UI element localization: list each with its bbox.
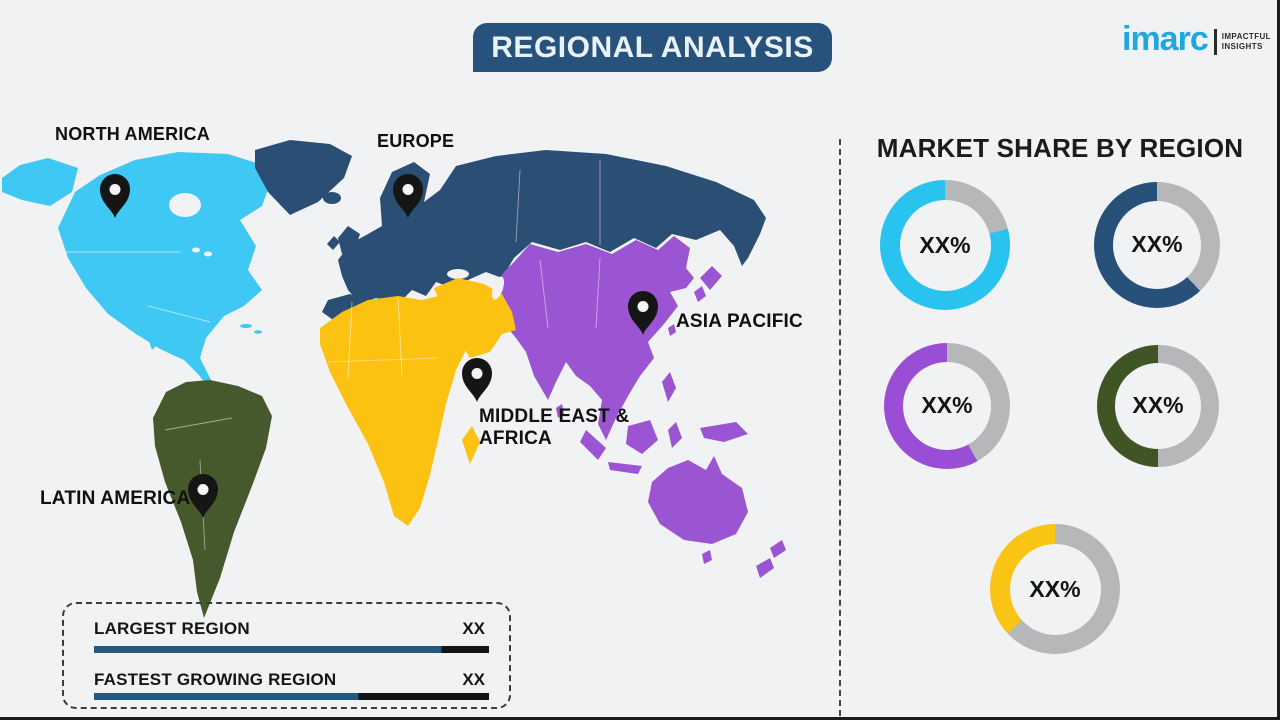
label-asia-pacific: ASIA PACIFIC xyxy=(676,311,803,332)
sulawesi-shape xyxy=(668,422,682,448)
legend-label: LARGEST REGION xyxy=(94,619,250,638)
region-middle-east-africa xyxy=(320,276,516,526)
baja-california xyxy=(145,326,158,350)
map-pin-latin-america xyxy=(188,474,218,518)
map-pin-europe xyxy=(393,174,423,218)
japan-shape xyxy=(694,286,706,302)
borneo-shape xyxy=(626,420,658,454)
new-guinea-shape xyxy=(700,422,748,442)
label-north-america: NORTH AMERICA xyxy=(55,124,210,144)
legend-row-fastest: FASTEST GROWING REGION XX xyxy=(94,670,485,690)
caribbean-island xyxy=(240,324,252,328)
image-bottom-border xyxy=(0,717,1280,720)
donut-value: XX% xyxy=(919,231,971,258)
map-pin-middle-east-africa xyxy=(462,358,492,402)
border-line xyxy=(347,301,353,379)
legend-box: LARGEST REGION XX FASTEST GROWING REGION… xyxy=(62,602,511,709)
iceland-shape xyxy=(323,192,341,204)
border-line xyxy=(147,305,211,323)
donut-europe: XX% xyxy=(1094,182,1220,308)
label-middle-east-africa: MIDDLE EAST & AFRICA xyxy=(479,406,630,449)
title-banner: REGIONAL ANALYSIS xyxy=(473,23,832,72)
donut-value: XX% xyxy=(1132,392,1184,419)
world-map xyxy=(2,140,786,618)
donut-north-america: XX% xyxy=(880,180,1010,310)
sumatra-shape xyxy=(580,430,606,460)
donut-middle-east-africa: XX% xyxy=(990,524,1120,654)
japan-shape xyxy=(700,266,722,290)
region-north-america-shape xyxy=(2,158,78,206)
donut-latin-america: XX% xyxy=(1097,345,1219,467)
tasmania-shape xyxy=(702,550,712,564)
border-line xyxy=(397,297,403,377)
legend-bar-largest xyxy=(94,646,489,653)
region-europe-russia-shape xyxy=(338,150,766,318)
region-asia-shape xyxy=(494,236,694,440)
donut-value: XX% xyxy=(1029,575,1081,602)
sri-lanka-shape xyxy=(556,404,564,418)
donut-hole: XX% xyxy=(1009,543,1101,635)
great-lake xyxy=(204,251,212,257)
region-africa-shape xyxy=(320,296,482,526)
region-north-america-shape xyxy=(58,152,270,419)
image-right-border xyxy=(1277,0,1280,720)
caspian-sea xyxy=(491,276,505,300)
caribbean-island xyxy=(254,330,262,334)
greenland-shape xyxy=(255,140,352,215)
legend-bar-fastest xyxy=(94,693,489,700)
region-north-america xyxy=(2,152,270,419)
map-pin-asia-pacific xyxy=(628,291,658,335)
java-shape xyxy=(608,462,642,474)
border-line xyxy=(515,169,521,243)
madagascar-shape xyxy=(462,426,480,464)
dashed-separator xyxy=(839,139,841,716)
new-zealand-shape xyxy=(756,558,774,578)
legend-value: XX xyxy=(462,619,485,638)
taiwan-shape xyxy=(668,324,676,336)
legend-value: XX xyxy=(462,670,485,689)
imarc-logo-text: imarc xyxy=(1122,20,1209,58)
map-pin-north-america xyxy=(100,174,130,218)
donut-asia-pacific: XX% xyxy=(884,343,1010,469)
donut-hole: XX% xyxy=(899,199,991,291)
label-latin-america: LATIN AMERICA xyxy=(40,488,191,509)
hudson-bay xyxy=(169,193,201,217)
donut-hole: XX% xyxy=(1115,363,1201,449)
label-europe: EUROPE xyxy=(377,131,455,151)
donut-hole: XX% xyxy=(902,361,992,451)
logo-tagline: IMPACTFUL INSIGHTS xyxy=(1221,31,1271,51)
border-line xyxy=(595,257,601,329)
imarc-logo: imarc IMPACTFUL INSIGHTS xyxy=(1122,22,1271,56)
donut-value: XX% xyxy=(921,392,973,419)
philippines-shape xyxy=(662,372,676,402)
region-asia-pacific xyxy=(494,236,786,578)
donut-value: XX% xyxy=(1131,231,1183,258)
australia-shape xyxy=(648,456,748,544)
border-line xyxy=(164,417,233,431)
logo-divider xyxy=(1213,29,1217,55)
great-lake xyxy=(192,247,200,253)
donut-hole: XX% xyxy=(1112,200,1202,290)
page-title: REGIONAL ANALYSIS xyxy=(491,30,814,64)
legend-row-largest: LARGEST REGION XX xyxy=(94,619,485,639)
legend-label: FASTEST GROWING REGION xyxy=(94,670,337,689)
border-line xyxy=(539,259,549,329)
market-share-title: MARKET SHARE BY REGION xyxy=(876,133,1244,163)
black-sea xyxy=(447,269,469,279)
ireland-shape xyxy=(327,236,340,250)
border-line xyxy=(327,357,439,363)
new-zealand-shape xyxy=(770,540,786,558)
